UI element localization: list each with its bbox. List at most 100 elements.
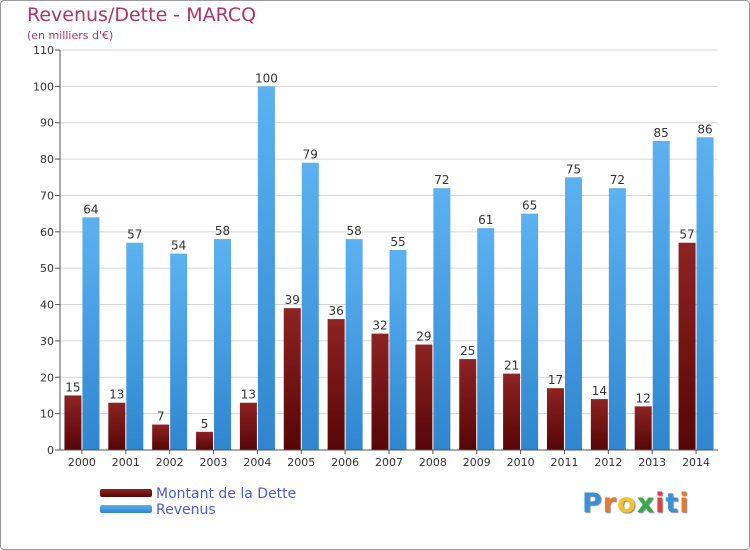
bar-revenus [345,239,363,450]
bar-dette [459,359,477,450]
data-label: 36 [328,304,343,318]
bar-dette [590,399,608,450]
x-tick-label: 2000 [68,456,96,469]
bar-revenus [257,86,275,450]
bar-dette [152,424,170,450]
data-label: 21 [504,359,519,373]
bar-dette [678,242,696,450]
x-tick-label: 2002 [156,456,184,469]
logo-letter: r [602,488,618,519]
bar-dette [503,373,521,450]
bar-revenus [214,239,232,450]
bar-dette [634,406,652,450]
bar-revenus [696,137,714,451]
data-label: 12 [636,391,651,405]
data-label: 13 [241,388,256,402]
y-tick-label: 0 [47,444,54,457]
x-tick-label: 2005 [287,456,315,469]
x-tick-label: 2010 [507,456,535,469]
bar-revenus [82,217,100,450]
legend-swatch-debt [100,489,152,497]
bar-dette [546,388,564,450]
data-label: 25 [460,344,475,358]
bar-revenus [433,188,451,450]
x-tick-label: 2012 [594,456,622,469]
bar-dette [327,319,345,450]
y-tick-label: 30 [40,335,54,348]
x-tick-label: 2003 [200,456,228,469]
y-tick-label: 50 [40,262,54,275]
data-label: 100 [255,71,278,85]
x-tick-label: 2014 [682,456,710,469]
bar-dette [196,431,214,450]
data-label: 72 [434,173,449,187]
bar-dette [415,344,433,450]
bar-dette [283,308,301,450]
data-label: 75 [566,162,581,176]
data-label: 57 [679,228,694,242]
data-label: 85 [654,126,669,140]
bar-dette [371,333,389,450]
data-label: 17 [548,373,563,387]
logo-letter: t [665,488,680,519]
x-tick-label: 2004 [243,456,271,469]
data-label: 65 [522,199,537,213]
bar-dette [239,402,257,450]
chart-title: Revenus/Dette - MARCQ [27,4,257,26]
data-label: 5 [201,417,209,431]
x-tick-label: 2008 [419,456,447,469]
x-tick-label: 2007 [375,456,403,469]
x-tick-label: 2001 [112,456,140,469]
bar-dette [108,402,126,450]
y-tick-label: 80 [40,153,54,166]
data-label: 64 [83,202,98,216]
data-label: 86 [697,122,712,136]
data-label: 7 [157,410,165,424]
logo-letter: o [617,488,637,519]
data-label: 72 [610,173,625,187]
legend-swatch-revenus [100,505,152,513]
legend-label-revenus: Revenus [156,502,216,518]
y-tick-label: 10 [40,408,54,421]
y-tick-label: 110 [33,44,54,57]
bar-dette [64,395,82,450]
y-tick-label: 60 [40,226,54,239]
data-label: 39 [285,293,300,307]
data-label: 57 [127,228,142,242]
bar-revenus [477,228,495,450]
y-tick-label: 70 [40,189,54,202]
logo-letter: i [679,488,690,519]
data-label: 55 [390,235,405,249]
proxiti-logo: Proxiti [582,488,690,519]
data-label: 29 [416,330,431,344]
data-label: 58 [346,224,361,238]
bar-revenus [389,250,407,450]
bar-revenus [170,253,188,450]
y-tick-label: 90 [40,117,54,130]
chart-subtitle: (en milliers d'€) [27,29,114,42]
bar-revenus [301,162,319,450]
data-label: 14 [592,384,607,398]
logo-letter: P [582,488,603,519]
y-tick-label: 20 [40,371,54,384]
x-tick-label: 2013 [638,456,666,469]
x-tick-label: 2006 [331,456,359,469]
bar-revenus [564,177,582,451]
data-label: 61 [478,213,493,227]
y-tick-label: 100 [33,80,54,93]
data-label: 13 [109,388,124,402]
data-label: 58 [215,224,230,238]
logo-letter: x [636,488,656,519]
data-label: 15 [65,380,80,394]
bar-revenus [608,188,626,450]
legend-label-debt: Montant de la Dette [156,486,297,502]
bar-revenus [652,140,670,450]
bar-revenus [126,242,144,450]
x-tick-label: 2009 [463,456,491,469]
logo-letter: i [655,488,666,519]
data-label: 54 [171,239,186,253]
data-label: 79 [303,148,318,162]
x-tick-label: 2011 [550,456,578,469]
bar-revenus [521,213,539,450]
